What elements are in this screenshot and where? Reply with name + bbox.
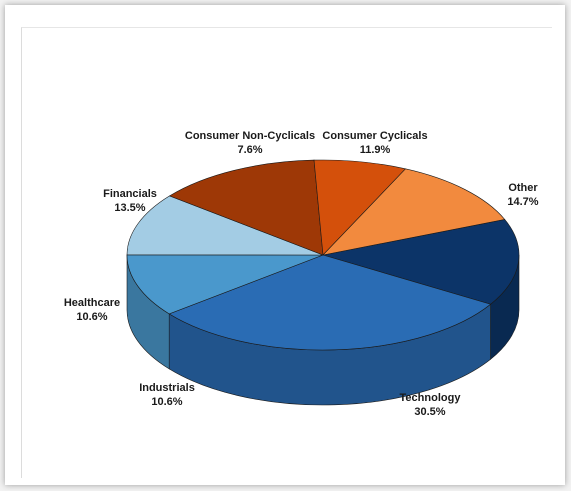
pie-slice-technology	[168, 254, 492, 351]
slice-label-financials: Financials	[103, 188, 157, 200]
pie-tops	[126, 159, 520, 351]
chart-frame: Other 14.7% Technology 30.5% Industrials 10.6…	[5, 5, 565, 485]
pie-chart: Other 14.7% Technology 30.5% Industrials 10.6…	[64, 130, 539, 418]
slice-value-other: 14.7%	[507, 196, 538, 208]
slice-label-consumer-cyclicals: Consumer Cyclicals	[322, 130, 427, 142]
pie-slice-financials	[168, 159, 324, 256]
pie-slice-healthcare	[126, 195, 324, 256]
frame-inner-border	[21, 27, 552, 478]
slice-label-technology: Technology	[400, 392, 462, 404]
pie-slice-consumer-cyclicals	[322, 168, 506, 256]
slice-value-consumer-cyclicals: 11.9%	[360, 144, 391, 156]
pie-labels: Other 14.7% Technology 30.5% Industrials 10.6…	[64, 130, 539, 418]
slice-label-industrials: Industrials	[139, 382, 195, 394]
slice-label-consumer-non-cyclicals: Consumer Non-Cyclicals	[185, 130, 315, 142]
slice-value-technology: 30.5%	[414, 406, 445, 418]
pie-slice-consumer-non-cyclicals	[313, 159, 407, 256]
pie-slice-other	[322, 219, 520, 305]
pie-slice-industrials	[126, 254, 324, 315]
slice-value-consumer-non-cyclicals: 7.6%	[237, 144, 262, 156]
slice-value-financials: 13.5%	[114, 202, 145, 214]
slice-value-healthcare: 10.6%	[76, 311, 107, 323]
slice-value-industrials: 10.6%	[151, 396, 182, 408]
slice-label-other: Other	[508, 182, 538, 194]
slice-label-healthcare: Healthcare	[64, 297, 120, 309]
